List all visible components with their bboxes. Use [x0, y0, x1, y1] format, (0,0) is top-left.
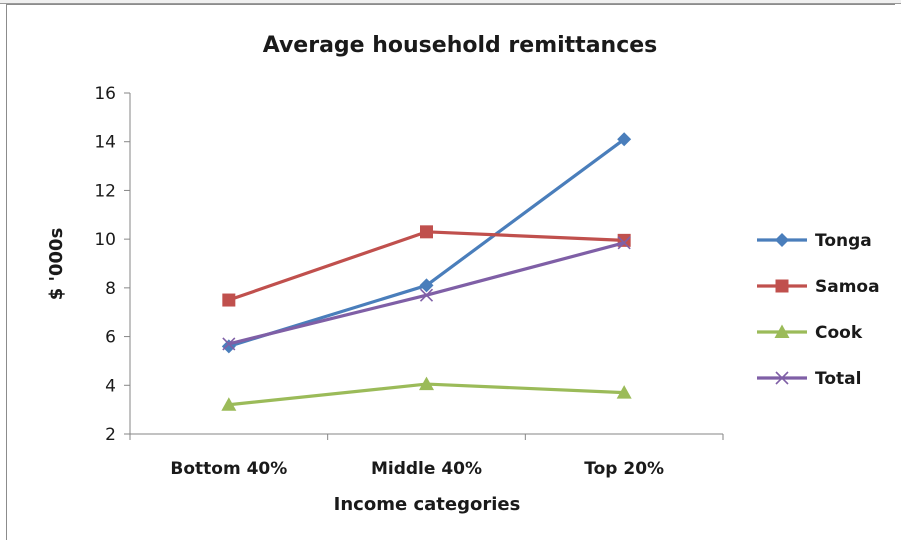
x-category-label: Middle 40%: [371, 459, 482, 479]
y-tick-label: 4: [105, 376, 116, 396]
series-samoa: [222, 225, 631, 307]
y-tick-label: 16: [94, 84, 116, 104]
legend-item-cook: Cook: [757, 323, 863, 343]
data-point-tonga: [419, 278, 434, 293]
window-top-bar: [0, 0, 901, 4]
legend-label-samoa: Samoa: [815, 277, 880, 297]
legend-item-samoa: Samoa: [757, 277, 880, 297]
x-marker-stroke: [222, 337, 236, 351]
legend-label-tonga: Tonga: [815, 231, 872, 251]
legend-marker-tonga: [775, 233, 789, 247]
y-tick-label: 10: [94, 230, 116, 250]
series-cook: [221, 376, 632, 411]
y-axis-title: $ '000s: [46, 228, 67, 301]
data-point-total: [617, 236, 631, 250]
y-tick-label: 8: [105, 279, 116, 299]
data-point-tonga: [617, 132, 632, 147]
data-point-cook: [616, 385, 632, 399]
x-category-label: Top 20%: [584, 459, 664, 479]
x-marker-stroke: [419, 288, 434, 302]
x-category-label: Bottom 40%: [170, 459, 287, 479]
series-total: [222, 236, 631, 351]
chart-title: Average household remittances: [263, 33, 658, 58]
data-point-cook: [419, 376, 434, 391]
x-axis-title: Income categories: [334, 494, 521, 515]
series-line-total: [228, 241, 625, 346]
legend-label-total: Total: [815, 369, 861, 389]
data-point-samoa: [420, 225, 433, 239]
y-tick-label: 2: [105, 425, 116, 445]
legend-item-total: Total: [757, 369, 861, 389]
series-tonga: [221, 132, 632, 354]
legend-marker-samoa: [775, 279, 789, 293]
legend-label-cook: Cook: [815, 323, 863, 343]
series-line-tonga: [228, 137, 626, 348]
x-marker-stroke: [617, 236, 631, 250]
data-point-total: [419, 288, 434, 302]
legend-marker-total: [775, 371, 789, 385]
data-point-samoa: [222, 293, 236, 307]
legend-item-tonga: Tonga: [757, 231, 872, 251]
chart-frame: [6, 4, 895, 540]
data-point-total: [222, 337, 236, 351]
y-tick-label: 14: [94, 133, 116, 153]
data-point-cook: [221, 397, 237, 411]
y-tick-label: 12: [94, 181, 116, 201]
y-tick-label: 6: [105, 328, 116, 348]
legend-marker-cook: [774, 324, 790, 338]
x-marker-stroke: [775, 371, 789, 385]
